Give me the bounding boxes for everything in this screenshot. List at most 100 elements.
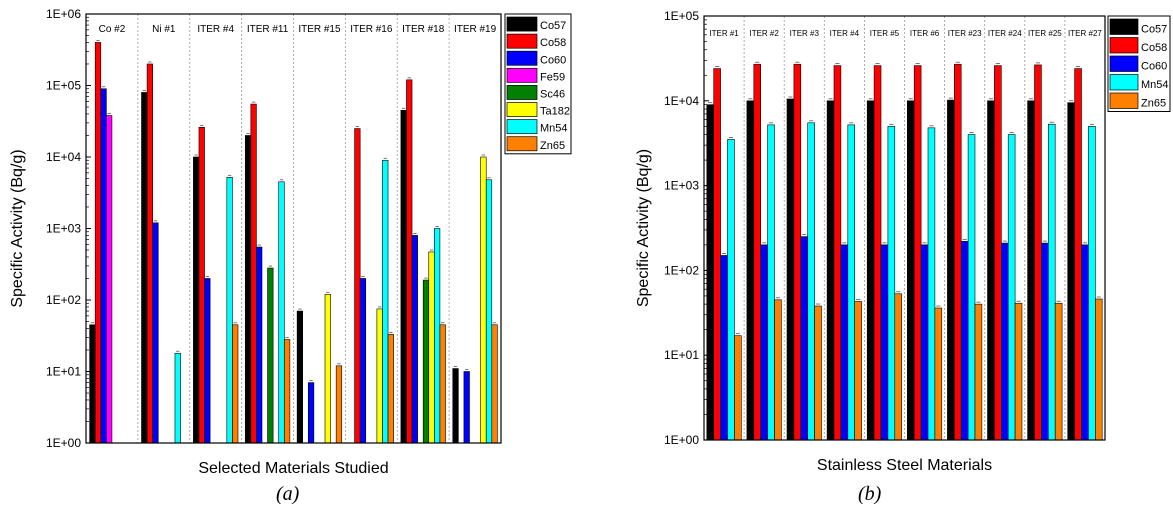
legend-swatch-zn65	[1109, 92, 1139, 109]
bar-co60-iter-27	[1081, 244, 1089, 441]
y-tick-label: 1E+04	[46, 150, 81, 164]
legend-swatch-sc46	[506, 85, 538, 100]
legend-swatch-co58	[506, 33, 538, 49]
bar-mn54-iter-1	[727, 139, 735, 441]
legend-label-co58: Co58	[1141, 42, 1167, 54]
bar-co58-co-2	[94, 42, 102, 444]
bar-ta182-iter-18	[428, 251, 435, 444]
bar-co57-iter-19	[452, 368, 459, 444]
bar-co58-iter-23	[954, 63, 962, 441]
bar-mn54-iter-27	[1088, 126, 1096, 441]
y-tick-label: 1E+06	[46, 7, 81, 21]
bar-zn65-iter-24	[1014, 302, 1023, 441]
y-tick-label: 1E+04	[664, 94, 699, 108]
bar-co58-iter-24	[994, 65, 1002, 441]
bar-zn65-iter-4	[232, 324, 239, 444]
legend-label-co57: Co57	[1141, 24, 1167, 36]
y-tick-label: 1E+05	[664, 9, 699, 23]
bar-mn54-iter-11	[278, 181, 285, 444]
bar-mn54-iter-5	[887, 126, 896, 441]
legend-swatch-co58	[1109, 37, 1139, 54]
bar-mn54-iter-23	[967, 134, 976, 441]
bar-co60-iter-19	[463, 371, 470, 444]
bar-ta182-iter-16	[376, 308, 383, 444]
bar-co60-iter-4	[840, 244, 849, 441]
bar-zn65-iter-27	[1094, 298, 1103, 441]
category-label: ITER #4	[197, 24, 234, 35]
legend-label-zn65: Zn65	[540, 140, 565, 152]
bar-mn54-iter-4	[226, 177, 233, 444]
legend-swatch-ta182	[506, 102, 538, 117]
legend-label-mn54: Mn54	[1141, 79, 1169, 91]
caption-b: (b)	[858, 483, 882, 505]
bar-zn65-iter-11	[283, 339, 291, 444]
bar-zn65-iter-5	[894, 293, 902, 441]
category-label: ITER #6	[910, 29, 940, 38]
bar-mn54-iter-24	[1007, 134, 1016, 441]
bar-co60-ni-1	[152, 222, 159, 444]
bar-co60-iter-2	[760, 244, 768, 441]
y-tick-label: 1E+01	[664, 348, 699, 362]
bar-co58-iter-4	[198, 127, 205, 444]
bar-co57-iter-1	[706, 104, 715, 441]
y-axis-label: Specific Activity (Bq/g)	[9, 149, 26, 307]
bar-co57-ni-1	[141, 92, 148, 444]
bar-co57-iter-2	[746, 100, 755, 441]
bar-co60-iter-5	[880, 244, 889, 441]
bar-co58-iter-5	[873, 65, 882, 441]
caption-a: (a)	[276, 483, 300, 505]
bar-ta182-iter-15	[324, 294, 331, 444]
bar-sc46-iter-11	[267, 267, 274, 444]
bar-co58-iter-18	[406, 79, 413, 444]
bar-co57-co-2	[89, 324, 96, 444]
bar-co58-iter-4	[833, 65, 842, 441]
bar-co58-iter-2	[753, 63, 762, 441]
category-label: ITER #19	[454, 24, 497, 35]
bar-zn65-iter-25	[1054, 302, 1063, 441]
bar-co60-iter-18	[411, 235, 418, 444]
bar-co60-iter-25	[1041, 242, 1049, 441]
bar-co60-iter-4	[204, 278, 211, 444]
category-label: ITER #15	[298, 24, 341, 35]
bar-mn54-iter-3	[807, 122, 815, 441]
bar-co58-iter-6	[913, 65, 922, 441]
bar-mn54-iter-25	[1047, 123, 1056, 441]
bar-co58-iter-3	[793, 63, 802, 441]
legend-swatch-mn54	[1109, 74, 1139, 91]
category-label: ITER #2	[749, 29, 779, 38]
y-tick-label: 1E+00	[664, 433, 699, 447]
bar-co57-iter-27	[1067, 102, 1075, 441]
legend: Co57 Co58 Co60 Mn54 Zn65	[1107, 15, 1171, 112]
legend-label-sc46: Sc46	[540, 89, 565, 101]
legend-label-co58: Co58	[540, 37, 566, 49]
y-tick-label: 1E+01	[46, 365, 81, 379]
bar-co57-iter-24	[987, 100, 995, 441]
bar-co60-iter-23	[960, 241, 969, 441]
category-label: ITER #18	[402, 24, 445, 35]
plot-frame	[703, 15, 1106, 441]
bar-zn65-iter-19	[491, 324, 498, 444]
bar-co60-iter-16	[359, 278, 367, 444]
category-label: ITER #3	[790, 29, 820, 38]
category-label: ITER #11	[247, 24, 289, 35]
chart-b: ITER #1 ITER #2 ITER #3 ITER #4 ITER #5 ITER …	[635, 9, 1171, 474]
bar-mn54-iter-6	[927, 127, 936, 441]
bar-co57-iter-6	[907, 100, 915, 441]
legend-swatch-co60	[506, 50, 538, 66]
bar-co57-iter-4	[826, 100, 835, 441]
y-tick-label: 1E+03	[664, 179, 699, 193]
bar-co57-iter-4	[193, 156, 200, 444]
bar-co57-iter-5	[866, 100, 875, 441]
legend: Co57 Co58 Co60 Fe59 Sc46 Ta182 Mn54 Zn65	[504, 13, 572, 155]
bar-co58-ni-1	[146, 63, 153, 444]
y-axis-label: Specific Activity (Bq/g)	[635, 149, 652, 307]
bar-co57-iter-11	[244, 135, 252, 444]
bar-mn54-iter-2	[767, 124, 775, 441]
y-tick-label: 1E+02	[46, 293, 81, 307]
legend-label-co57: Co57	[540, 20, 566, 32]
legend-swatch-zn65	[506, 136, 538, 152]
category-label: ITER #1	[709, 29, 739, 38]
bar-co58-iter-16	[354, 128, 361, 444]
bar-sc46-iter-18	[422, 279, 430, 444]
